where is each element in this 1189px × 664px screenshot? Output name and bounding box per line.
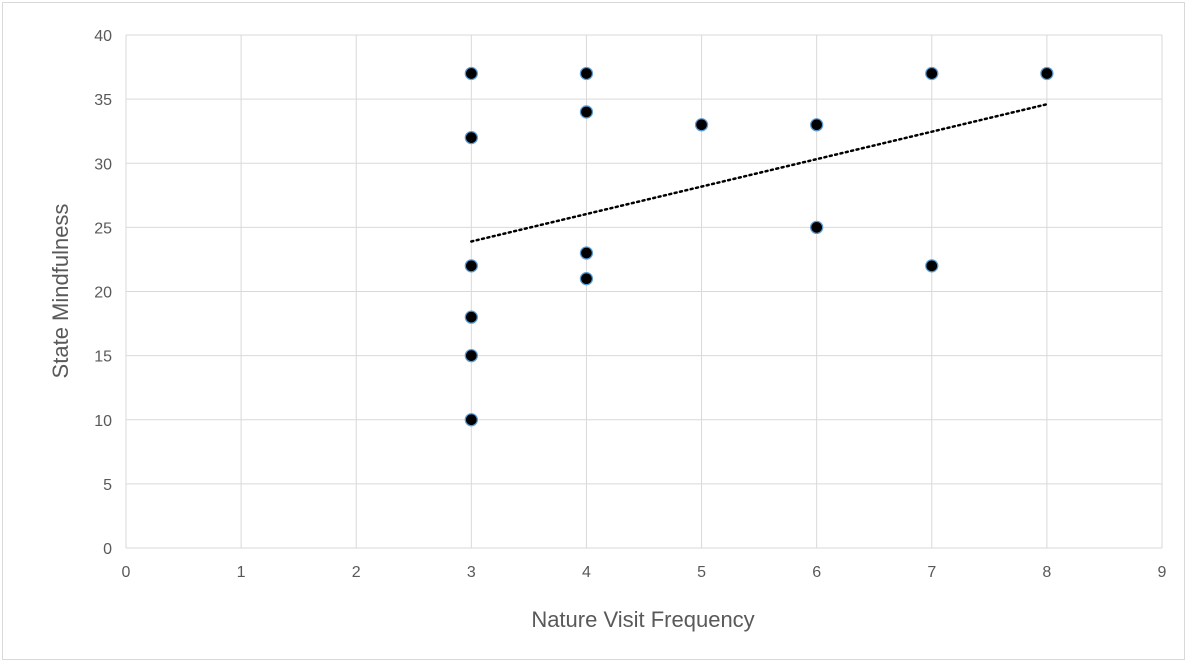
y-tick-label: 40 [94, 28, 112, 45]
data-point [464, 348, 478, 363]
x-tick-label: 0 [122, 564, 131, 581]
y-tick-label: 20 [94, 285, 112, 302]
data-points [464, 66, 1054, 427]
x-tick-label: 6 [812, 564, 821, 581]
data-point [579, 66, 594, 81]
y-tick-label: 0 [103, 541, 112, 558]
x-tick-label: 1 [237, 564, 246, 581]
data-point [810, 220, 824, 235]
data-point [464, 259, 478, 273]
x-tick-label: 2 [352, 564, 361, 581]
y-tick-label: 25 [94, 220, 112, 237]
data-point [579, 246, 594, 260]
y-axis-title: State Mindfulness [48, 204, 73, 379]
data-point [1040, 66, 1054, 81]
grid-lines [125, 34, 1163, 549]
trendline [470, 103, 1049, 243]
x-tick-label: 9 [1158, 564, 1167, 581]
x-tick-label: 4 [582, 564, 591, 581]
x-tick-label: 7 [927, 564, 936, 581]
y-tick-label: 5 [103, 477, 112, 494]
data-point [464, 413, 478, 427]
data-point [464, 130, 478, 145]
x-tick-label: 3 [467, 564, 476, 581]
y-tick-label: 30 [94, 156, 112, 173]
x-tick-label: 5 [697, 564, 706, 581]
data-point [810, 118, 824, 132]
data-point [579, 272, 594, 286]
data-point [464, 310, 478, 324]
data-point [694, 118, 709, 132]
x-axis-title: Nature Visit Frequency [531, 607, 754, 632]
y-tick-label: 10 [94, 413, 112, 430]
data-point [925, 259, 939, 273]
data-point [464, 66, 478, 81]
y-tick-label: 15 [94, 349, 112, 366]
trendline-group [470, 103, 1049, 243]
data-point [925, 66, 939, 81]
data-point [579, 105, 594, 119]
tick-labels: 0 1 2 3 4 5 6 7 8 9 0 5 10 15 20 25 30 35 40 [94, 28, 1166, 581]
x-tick-label: 8 [1042, 564, 1051, 581]
y-tick-label: 35 [94, 92, 112, 109]
